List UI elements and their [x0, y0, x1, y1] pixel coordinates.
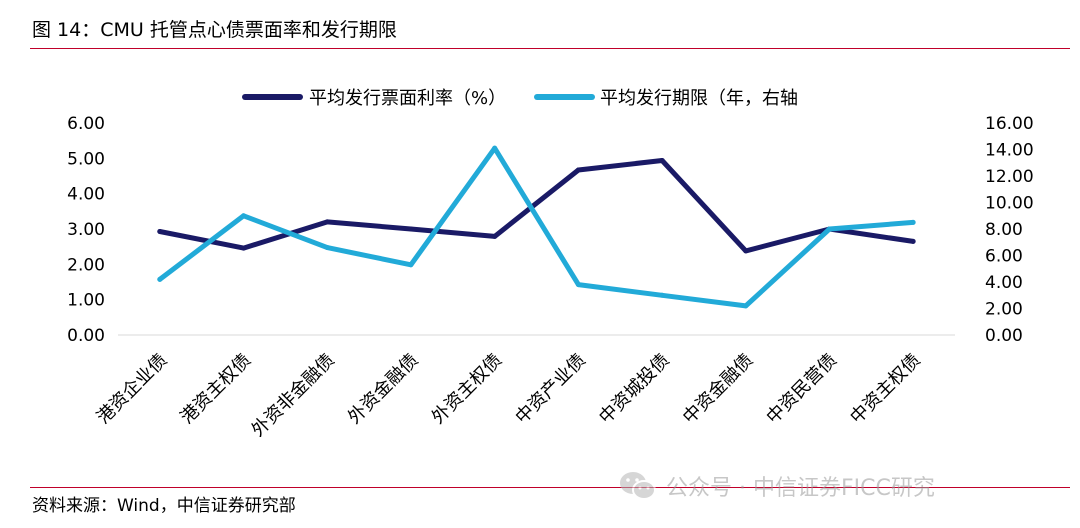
y-left-tick-label: 6.00: [67, 114, 105, 134]
y-right-tick-label: 16.00: [985, 114, 1034, 134]
series-2-point: [157, 276, 163, 282]
figure-title: 图 14：CMU 托管点心债票面率和发行期限: [32, 19, 397, 41]
y-right-tick-label: 8.00: [985, 220, 1023, 240]
series-1-point: [743, 248, 749, 254]
x-category-label: 港资主权债: [177, 350, 255, 428]
series-1-point: [659, 157, 665, 163]
x-category-label: 外资主权债: [428, 350, 506, 428]
y-left-tick-label: 4.00: [67, 185, 105, 205]
series-line-1: [157, 158, 916, 254]
x-category-label: 中资金融债: [679, 350, 757, 428]
series-2-point: [408, 262, 414, 268]
series-2-point: [492, 145, 498, 151]
series-1-point: [575, 167, 581, 173]
series-2-point: [743, 303, 749, 309]
y-right-tick-label: 10.00: [985, 194, 1034, 214]
series-2-point: [575, 282, 581, 288]
x-category-label: 中资产业债: [511, 350, 589, 428]
series-1-point: [492, 233, 498, 239]
series-1-point: [910, 238, 916, 244]
series-line-2: [157, 145, 916, 309]
source-note: 资料来源：Wind，中信证券研究部: [32, 496, 296, 516]
wechat-icon: [620, 472, 656, 500]
x-category-label: 外资非金融债: [248, 350, 339, 441]
y-left-tick-label: 1.00: [67, 291, 105, 311]
y-right-tick-label: 14.00: [985, 141, 1034, 161]
y-right-tick-label: 2.00: [985, 300, 1023, 320]
x-category-label: 中资民营债: [762, 350, 840, 428]
series-2-point: [659, 292, 665, 298]
series-2-point: [241, 213, 247, 219]
x-category-label: 外资金融债: [344, 350, 422, 428]
y-right-tick-label: 12.00: [985, 167, 1034, 187]
y-left-tick-label: 0.00: [67, 326, 105, 346]
y-left-tick-label: 3.00: [67, 220, 105, 240]
series-2-point: [826, 226, 832, 232]
x-category-label: 港资企业债: [93, 350, 171, 428]
series-1-point: [324, 219, 330, 225]
y-right-tick-label: 0.00: [985, 326, 1023, 346]
series-2-point: [324, 245, 330, 251]
x-category-label: 中资城投债: [595, 350, 673, 428]
y-left-tick-label: 5.00: [67, 149, 105, 169]
legend-label-2: 平均发行期限（年，右轴: [600, 88, 798, 109]
watermark: 公众号 · 中信证券FICC研究: [618, 466, 935, 506]
y-right-tick-label: 4.00: [985, 273, 1023, 293]
series-1-point: [241, 245, 247, 251]
series-1-point: [408, 226, 414, 232]
series-1-point: [157, 228, 163, 234]
y-right-tick-label: 6.00: [985, 247, 1023, 267]
y-left-tick-label: 2.00: [67, 255, 105, 275]
legend-label-1: 平均发行票面利率（%）: [309, 88, 506, 109]
watermark-text: 公众号 · 中信证券FICC研究: [666, 476, 935, 501]
series-2-point: [910, 219, 916, 225]
bottom-divider: [30, 487, 1070, 488]
top-divider: [30, 48, 1070, 49]
x-category-label: 中资主权债: [846, 350, 924, 428]
